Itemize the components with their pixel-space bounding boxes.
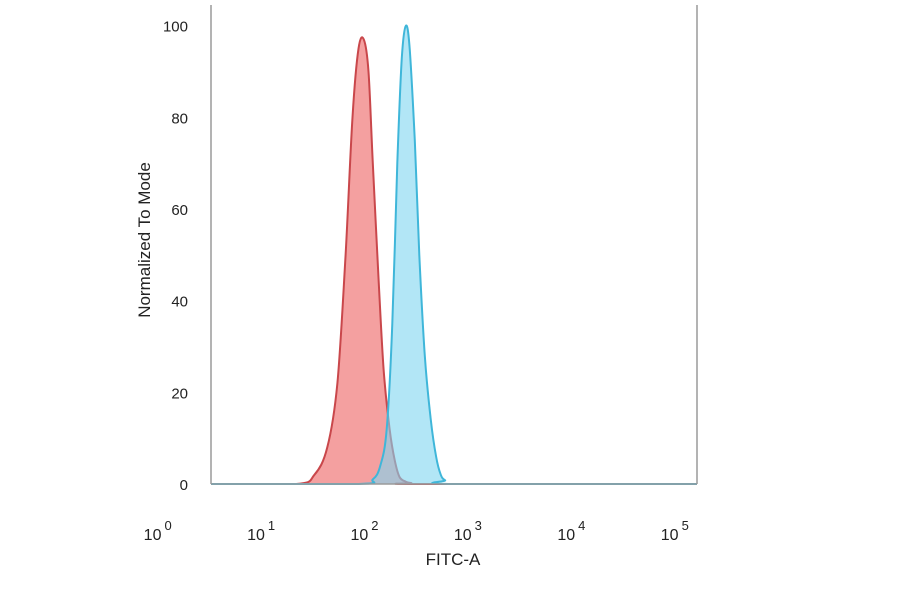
x-axis-label: FITC-A xyxy=(426,550,481,569)
x-tick-label: 102 xyxy=(350,518,378,544)
y-tick-label: 40 xyxy=(171,294,188,311)
y-tick-label: 100 xyxy=(163,19,188,36)
series-1-area xyxy=(211,37,697,484)
series-1 xyxy=(210,36,697,486)
x-tick-label: 100 xyxy=(144,518,172,544)
x-tick-label: 103 xyxy=(454,518,482,544)
x-tick-label: 104 xyxy=(557,518,585,544)
y-tick-label: 80 xyxy=(171,110,188,127)
y-axis-label: Normalized To Mode xyxy=(135,162,154,318)
series-1-line xyxy=(210,36,697,486)
series-2-area xyxy=(211,25,697,485)
x-tick-label: 101 xyxy=(247,518,275,544)
x-tick-label: 105 xyxy=(661,518,689,544)
series-2-line xyxy=(210,24,697,486)
y-tick-label: 20 xyxy=(171,385,188,402)
series-2 xyxy=(210,24,697,486)
y-tick-label: 0 xyxy=(180,477,188,494)
y-tick-label: 60 xyxy=(171,202,188,219)
